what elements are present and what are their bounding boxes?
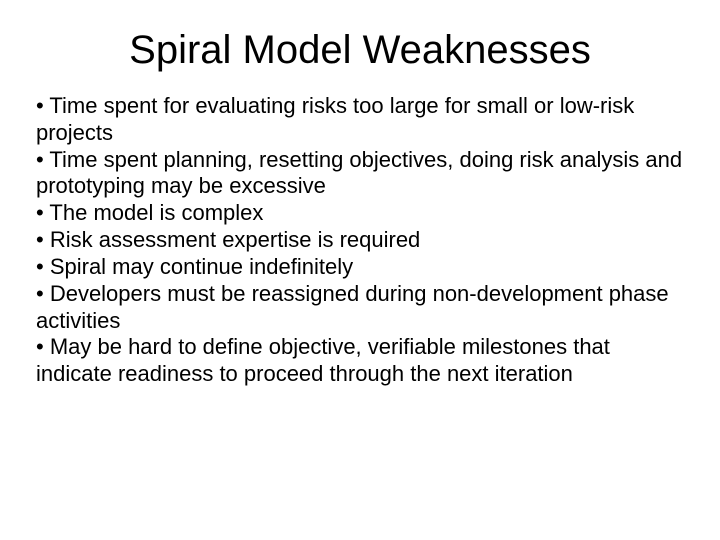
bullet-item: • Time spent for evaluating risks too la… [36, 93, 684, 147]
slide-body: • Time spent for evaluating risks too la… [0, 93, 720, 388]
bullet-item: • Time spent planning, resetting objecti… [36, 147, 684, 201]
slide-title: Spiral Model Weaknesses [0, 0, 720, 93]
slide: Spiral Model Weaknesses • Time spent for… [0, 0, 720, 540]
bullet-item: • The model is complex [36, 200, 684, 227]
bullet-item: • Spiral may continue indefinitely [36, 254, 684, 281]
bullet-item: • Risk assessment expertise is required [36, 227, 684, 254]
bullet-item: • Developers must be reassigned during n… [36, 281, 684, 335]
bullet-item: • May be hard to define objective, verif… [36, 334, 684, 388]
